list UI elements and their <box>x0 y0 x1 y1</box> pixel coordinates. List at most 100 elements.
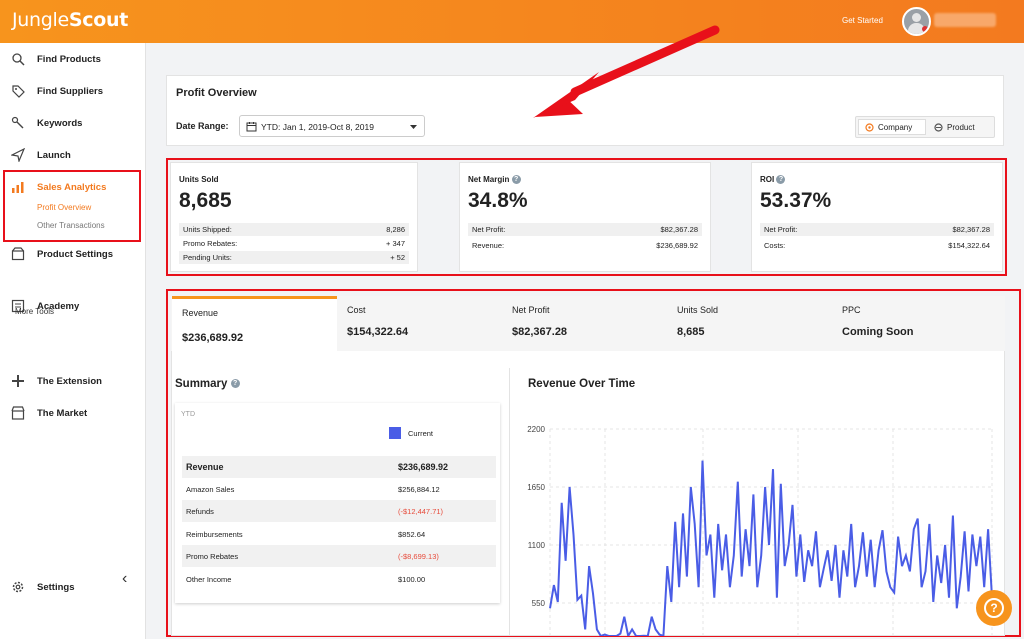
help-icon[interactable]: ? <box>511 175 521 185</box>
tab-cost[interactable]: Cost $154,322.64 <box>347 305 409 338</box>
company-toggle-button[interactable]: Company <box>858 119 926 135</box>
annotation-highlight-sidebar <box>3 170 141 242</box>
sidebar-item-settings[interactable]: Settings <box>0 574 146 600</box>
company-toggle-label: Company <box>878 122 913 132</box>
send-icon <box>11 148 25 162</box>
net-margin-value: 34.8% <box>468 189 528 212</box>
tab-units-sold[interactable]: Units Sold 8,685 <box>677 305 719 338</box>
summary-row: Reimbursements $852.64 <box>186 529 426 539</box>
avatar[interactable] <box>902 7 931 36</box>
sidebar-item-label: The Market <box>37 407 88 419</box>
legend-swatch <box>389 427 401 439</box>
y-tick-label: 2200 <box>527 425 545 434</box>
sidebar-item-label: Launch <box>37 149 71 161</box>
sidebar-item-label: Settings <box>37 581 75 593</box>
help-chat-button[interactable]: ? <box>976 590 1012 626</box>
sidebar-item-label: Academy <box>37 300 80 312</box>
annotation-highlight-chart-section <box>166 289 1021 637</box>
tab-ppc[interactable]: PPC Coming Soon <box>842 305 914 338</box>
puzzle-icon <box>11 374 25 388</box>
more-tools-heading: More Tools <box>15 307 54 316</box>
product-toggle-label: Product <box>947 122 975 132</box>
section-divider <box>509 368 510 636</box>
help-icon[interactable]: ? <box>776 175 786 185</box>
top-bar: JungleScout Get Started <box>0 0 1024 43</box>
collapse-sidebar-button[interactable]: ‹ <box>122 570 128 587</box>
sidebar-item-product-settings[interactable]: Product Settings <box>0 241 146 267</box>
product-icon <box>934 122 943 132</box>
sidebar-item-find-suppliers[interactable]: Find Suppliers <box>0 78 146 104</box>
sidebar-subitem-profit-overview[interactable]: Profit Overview <box>37 203 92 212</box>
stat-row: Promo Rebates: + 347 <box>183 239 405 248</box>
chart-title: Revenue Over Time <box>528 378 636 390</box>
summary-row: Other Income $100.00 <box>186 574 426 584</box>
bar-chart-icon <box>11 180 25 194</box>
period-label: YTD <box>181 411 195 418</box>
help-icon[interactable]: ? <box>230 379 240 389</box>
company-icon <box>865 122 874 132</box>
calendar-icon <box>246 122 257 132</box>
summary-card: YTD Current Revenue $236,689.92 Amazon Sa… <box>175 403 500 603</box>
revenue-over-time-chart: 2200 1650 1100 550 <box>527 425 993 636</box>
page-title: Profit Overview <box>176 87 257 99</box>
tab-revenue[interactable]: Revenue $236,689.92 <box>172 296 337 351</box>
summary-row-revenue: Revenue $236,689.92 <box>182 456 496 478</box>
revenue-series-line <box>549 460 993 636</box>
stat-row: Net Profit: $82,367.28 <box>760 223 994 236</box>
sidebar-item-keywords[interactable]: Keywords <box>0 110 146 136</box>
stat-row: Net Profit: $82,367.28 <box>468 223 702 236</box>
stat-row: Costs: $154,322.64 <box>764 241 990 250</box>
y-tick-label: 550 <box>532 599 546 608</box>
net-margin-label: Net Margin ? <box>468 175 521 185</box>
sidebar-item-the-extension[interactable]: The Extension <box>0 368 146 394</box>
summary-row: Promo Rebates (-$8,699.13) <box>182 545 496 567</box>
sidebar-subitem-other-transactions[interactable]: Other Transactions <box>37 221 105 230</box>
annotation-highlight-stats <box>166 158 1007 276</box>
units-sold-label: Units Sold <box>179 175 219 184</box>
store-icon <box>11 406 25 420</box>
sidebar-item-label: Find Products <box>37 53 101 65</box>
y-tick-label: 1650 <box>527 483 545 492</box>
units-sold-value: 8,685 <box>179 189 232 212</box>
date-range-select[interactable]: YTD: Jan 1, 2019-Oct 8, 2019 <box>239 115 425 137</box>
sidebar-item-label: Keywords <box>37 117 83 129</box>
product-toggle-button[interactable]: Product <box>928 119 981 135</box>
roi-value: 53.37% <box>760 189 832 212</box>
book-icon <box>11 299 25 313</box>
date-range-label: Date Range: <box>176 121 229 131</box>
stat-row: Pending Units: + 52 <box>179 251 409 264</box>
date-range-value: YTD: Jan 1, 2019-Oct 8, 2019 <box>261 122 374 132</box>
sidebar-item-label: Product Settings <box>37 248 114 260</box>
sidebar-item-academy[interactable]: Academy <box>0 293 146 319</box>
get-started-link[interactable]: Get Started <box>842 16 883 25</box>
sidebar <box>0 43 146 639</box>
sidebar-item-label: Sales Analytics <box>37 181 107 193</box>
metric-tabs: Revenue $236,689.92 Cost $154,322.64 Net P… <box>171 296 1005 351</box>
legend-label: Current <box>408 429 434 438</box>
key-icon <box>11 116 25 130</box>
sidebar-item-label: Find Suppliers <box>37 85 103 97</box>
roi-card: ROI ? 53.37% Net Profit: $82,367.28 Costs… <box>751 162 1003 272</box>
gear-icon <box>11 580 25 594</box>
summary-title: Summary ? <box>175 378 240 390</box>
summary-row: Refunds (-$12,447.71) <box>182 500 496 522</box>
jungle-scout-logo[interactable]: JungleScout <box>12 9 129 31</box>
roi-label: ROI ? <box>760 175 786 185</box>
sidebar-item-sales-analytics[interactable]: Sales Analytics <box>0 174 146 200</box>
question-icon: ? <box>984 598 1004 618</box>
tag-icon <box>11 84 25 98</box>
tab-net-profit[interactable]: Net Profit $82,367.28 <box>512 305 568 338</box>
summary-row: Amazon Sales $256,884.12 <box>186 484 440 494</box>
caret-down-icon <box>410 125 417 129</box>
sidebar-item-the-market[interactable]: The Market <box>0 400 146 426</box>
stat-row: Revenue: $236,689.92 <box>472 241 698 250</box>
sidebar-item-find-products[interactable]: Find Products <box>0 46 146 72</box>
username-blurred[interactable] <box>934 13 996 27</box>
company-product-toggle: Company Product <box>855 116 995 138</box>
sidebar-item-launch[interactable]: Launch <box>0 142 146 168</box>
stat-row: Units Shipped: 8,286 <box>179 223 409 236</box>
net-margin-card: Net Margin ? 34.8% Net Profit: $82,367.28… <box>459 162 711 272</box>
sidebar-item-label: The Extension <box>37 375 102 387</box>
overview-header-panel <box>166 75 1004 110</box>
units-sold-card: Units Sold 8,685 Units Shipped: 8,286 Pro… <box>170 162 418 272</box>
